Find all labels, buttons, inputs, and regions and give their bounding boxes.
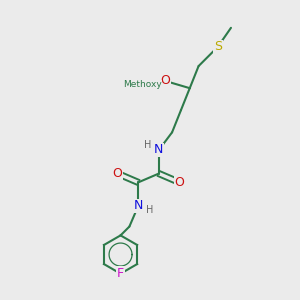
Text: N: N <box>134 200 143 212</box>
Text: O: O <box>160 74 170 87</box>
Text: F: F <box>117 267 124 280</box>
Text: N: N <box>154 143 164 157</box>
Text: O: O <box>113 167 122 180</box>
Text: Methoxy: Methoxy <box>123 80 162 89</box>
Text: H: H <box>144 140 151 150</box>
Text: H: H <box>146 206 153 215</box>
Text: S: S <box>214 40 222 53</box>
Text: O: O <box>175 176 184 189</box>
